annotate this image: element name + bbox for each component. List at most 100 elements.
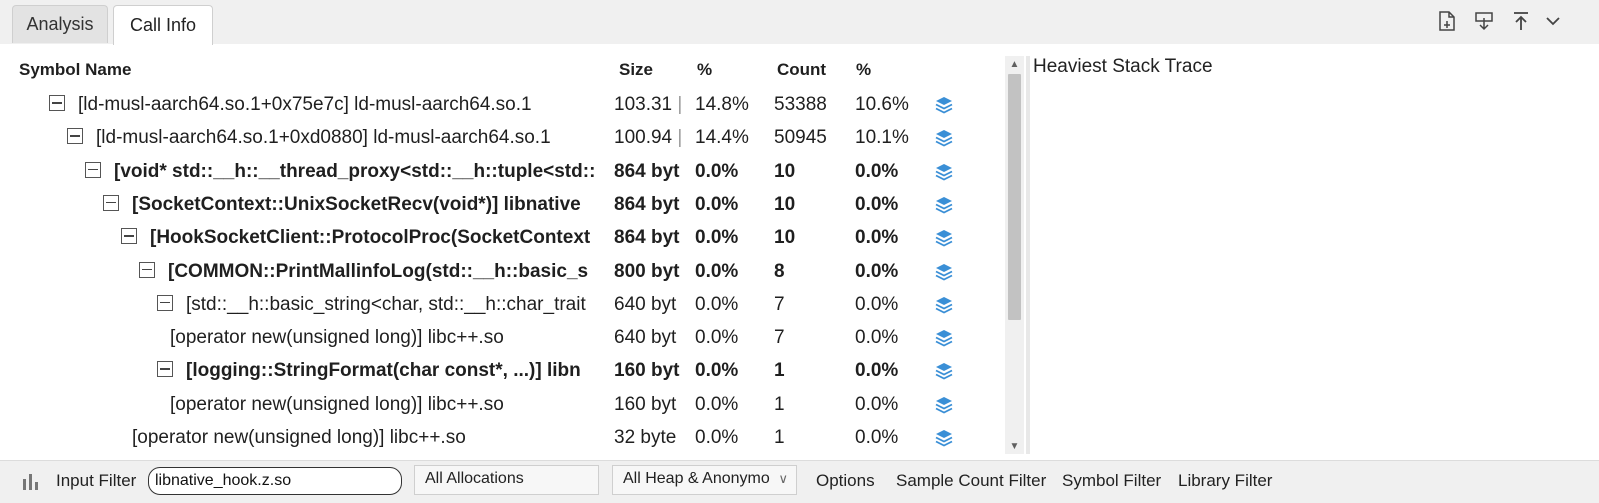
- column-separator: |: [677, 127, 683, 149]
- heap-select[interactable]: All Heap & Anonymo ∨: [612, 465, 797, 495]
- size-cell: 100.94 |: [614, 121, 684, 154]
- stack-layers-icon[interactable]: [934, 195, 954, 215]
- size-percent-cell: 0.0%: [695, 427, 739, 448]
- stack-layers-icon[interactable]: [934, 228, 954, 248]
- collapse-icon[interactable]: [85, 161, 101, 178]
- symbol-name-cell: [operator new(unsigned long)] libc++.so: [170, 393, 504, 415]
- scrollbar-thumb[interactable]: [1008, 74, 1021, 320]
- stack-layers-icon[interactable]: [934, 95, 954, 115]
- count-percent-cell: 0.0%: [855, 293, 899, 315]
- library-filter-button[interactable]: Library Filter: [1178, 471, 1273, 490]
- size-cell: 160 byt: [614, 388, 684, 421]
- options-button[interactable]: Options: [816, 471, 875, 490]
- table-row[interactable]: [SocketContext::UnixSocketRecv(void*)] l…: [0, 188, 1005, 221]
- size-percent-cell: 14.8%: [695, 94, 749, 115]
- symbol-name-cell: [operator new(unsigned long)] libc++.so: [170, 327, 504, 349]
- collapse-icon[interactable]: [103, 194, 119, 211]
- filter-bar: Input Filter All Allocations All Heap & …: [0, 460, 1599, 503]
- count-cell: 53388: [774, 94, 827, 115]
- scroll-up-icon[interactable]: ▲: [1009, 58, 1020, 70]
- collapse-icon[interactable]: [139, 261, 155, 278]
- export-file-icon[interactable]: [1434, 8, 1460, 34]
- count-percent-cell: 10.6%: [855, 94, 909, 115]
- heaviest-stack-trace-title: Heaviest Stack Trace: [1033, 56, 1213, 77]
- allocations-select[interactable]: All Allocations: [414, 465, 599, 495]
- symbol-name-cell: [operator new(unsigned long)] libc++.so: [132, 427, 466, 448]
- size-cell: 800 byt: [614, 255, 684, 288]
- count-percent-cell: 0.0%: [855, 160, 899, 182]
- stack-layers-icon[interactable]: [934, 128, 954, 148]
- tab-analysis[interactable]: Analysis: [12, 5, 108, 43]
- size-percent-cell: 0.0%: [695, 360, 739, 382]
- symbol-name-cell: [HookSocketClient::ProtocolProc(SocketCo…: [150, 227, 591, 249]
- input-filter-field[interactable]: [148, 467, 402, 495]
- size-cell: 864 byt: [614, 221, 684, 254]
- symbol-name-cell: [SocketContext::UnixSocketRecv(void*)] l…: [132, 193, 581, 215]
- size-cell: 640 byt: [614, 288, 684, 321]
- heap-select-value: All Heap & Anonymo: [623, 470, 770, 487]
- collapse-icon[interactable]: [49, 95, 65, 111]
- size-percent-cell: 0.0%: [695, 160, 739, 182]
- size-percent-cell: 14.4%: [695, 127, 749, 149]
- stack-layers-icon[interactable]: [934, 162, 954, 182]
- table-row[interactable]: [operator new(unsigned long)] libc++.so 1…: [0, 388, 1005, 421]
- download-icon[interactable]: [1471, 8, 1497, 34]
- input-filter-label: Input Filter: [56, 471, 137, 490]
- size-value: 103.31: [614, 94, 673, 115]
- chevron-down-icon[interactable]: [1540, 8, 1566, 34]
- size-percent-cell: 0.0%: [695, 260, 739, 282]
- table-row[interactable]: [ld-musl-aarch64.so.1+0x75e7c] ld-musl-a…: [0, 88, 1005, 121]
- collapse-icon[interactable]: [157, 294, 173, 311]
- count-cell: 7: [774, 327, 785, 349]
- table-row[interactable]: [operator new(unsigned long)] libc++.so 6…: [0, 321, 1005, 354]
- vertical-scrollbar[interactable]: ▲ ▼: [1005, 56, 1024, 454]
- header-symbol-name[interactable]: Symbol Name: [19, 60, 132, 79]
- stack-layers-icon[interactable]: [934, 262, 954, 282]
- sample-count-filter-button[interactable]: Sample Count Filter: [896, 471, 1047, 490]
- count-percent-cell: 10.1%: [855, 127, 909, 149]
- count-cell: 10: [774, 227, 796, 249]
- size-value: 32 byte: [614, 427, 677, 448]
- tab-bar: Analysis Call Info: [0, 0, 1599, 45]
- upload-icon[interactable]: [1508, 8, 1534, 34]
- symbol-name-cell: [void* std::__h::__thread_proxy<std::__h…: [114, 160, 596, 182]
- scroll-down-icon[interactable]: ▼: [1009, 440, 1020, 452]
- header-count[interactable]: Count: [777, 60, 827, 79]
- symbol-filter-button[interactable]: Symbol Filter: [1062, 471, 1162, 490]
- table-row[interactable]: [logging::StringFormat(char const*, ...)…: [0, 354, 1005, 387]
- size-cell: 640 byt: [614, 321, 684, 354]
- stack-layers-icon[interactable]: [934, 395, 954, 415]
- table-row[interactable]: [operator new(unsigned long)] libc++.so 3…: [0, 421, 1005, 454]
- size-value: 640 byt: [614, 293, 677, 315]
- table-row[interactable]: [ld-musl-aarch64.so.1+0xd0880] ld-musl-a…: [0, 121, 1005, 154]
- collapse-icon[interactable]: [67, 128, 83, 145]
- symbol-name-cell: [std::__h::basic_string<char, std::__h::…: [186, 293, 586, 315]
- stack-layers-icon[interactable]: [934, 295, 954, 315]
- size-value: 160 byt: [614, 360, 680, 382]
- size-percent-cell: 0.0%: [695, 193, 739, 215]
- tab-call-info[interactable]: Call Info: [113, 5, 213, 45]
- size-cell: 160 byt: [614, 354, 684, 387]
- count-percent-cell: 0.0%: [855, 427, 899, 448]
- count-cell: 50945: [774, 127, 827, 149]
- table-row[interactable]: [void* std::__h::__thread_proxy<std::__h…: [0, 155, 1005, 188]
- count-cell: 1: [774, 360, 785, 382]
- collapse-icon[interactable]: [157, 361, 173, 378]
- symbol-name-cell: [logging::StringFormat(char const*, ...)…: [186, 360, 581, 382]
- size-value: 100.94: [614, 127, 673, 149]
- bar-chart-icon[interactable]: [20, 471, 42, 491]
- table-row[interactable]: [std::__h::basic_string<char, std::__h::…: [0, 288, 1005, 321]
- header-size-percent[interactable]: %: [697, 60, 713, 79]
- header-count-percent[interactable]: %: [856, 60, 872, 79]
- stack-layers-icon[interactable]: [934, 328, 954, 348]
- count-percent-cell: 0.0%: [855, 393, 899, 415]
- table-row[interactable]: [COMMON::PrintMallinfoLog(std::__h::basi…: [0, 255, 1005, 288]
- stack-layers-icon[interactable]: [934, 428, 954, 448]
- call-tree-table: Symbol Name Size % Count % [ld-musl-aarc…: [0, 44, 1005, 458]
- header-size[interactable]: Size: [619, 60, 654, 79]
- collapse-icon[interactable]: [121, 228, 137, 245]
- pane-splitter[interactable]: [1026, 56, 1030, 454]
- size-percent-cell: 0.0%: [695, 327, 739, 349]
- table-row[interactable]: [HookSocketClient::ProtocolProc(SocketCo…: [0, 221, 1005, 254]
- stack-layers-icon[interactable]: [934, 361, 954, 381]
